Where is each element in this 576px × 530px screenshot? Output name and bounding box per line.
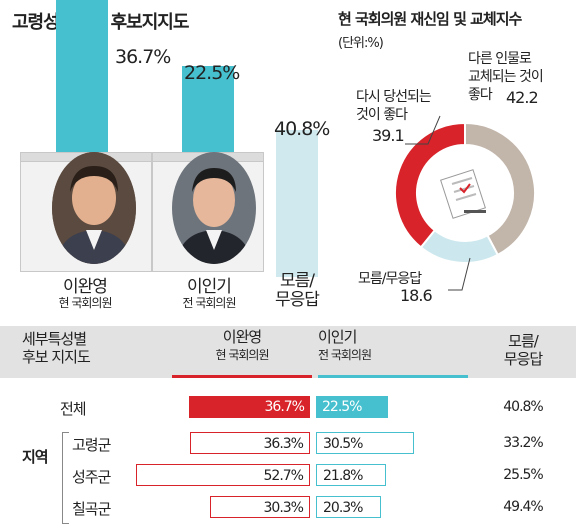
donut-label-replace-line2: 교체되는 것이 bbox=[468, 69, 544, 85]
donut-label-replace-line1: 다른 인물로 bbox=[468, 51, 532, 67]
header-no-answer: 모름/ 무응답 bbox=[503, 332, 543, 368]
bar-candidate-1-row: 30.3% bbox=[210, 496, 310, 518]
donut-label-noanswer: 모름/무응답 bbox=[358, 271, 422, 287]
donut-slice-reelect bbox=[394, 121, 466, 249]
right-chart-title: 현 국회의원 재신임 및 교체지수 bbox=[338, 10, 522, 28]
donut-label-replace: 다른 인물로 교체되는 것이 좋다 bbox=[468, 50, 544, 104]
value-no-answer-row: 40.8% bbox=[503, 399, 543, 415]
candidate-2-photo bbox=[172, 152, 256, 264]
donut-value-noanswer: 18.6 bbox=[400, 286, 433, 305]
value-label-candidate-1: 36.7% bbox=[115, 46, 171, 68]
unit-label: (단위:%) bbox=[338, 36, 384, 51]
bar-candidate-2-row: 30.5% bbox=[316, 432, 414, 454]
header-candidate-2-underline bbox=[318, 375, 468, 378]
header-candidate-2: 이인기 전 국회의원 bbox=[318, 328, 468, 363]
value-no-answer-row: 33.2% bbox=[503, 435, 543, 451]
candidate-2-title: 전 국회의원 bbox=[182, 296, 236, 310]
header-candidate-1-title: 현 국회의원 bbox=[215, 348, 269, 362]
row-label: 칠곡군 bbox=[72, 500, 111, 518]
donut-chart bbox=[394, 121, 536, 264]
row-label: 전체 bbox=[60, 400, 87, 418]
bar-candidate-2-row: 22.5% bbox=[316, 396, 388, 418]
header-candidate-2-name: 이인기 bbox=[318, 328, 357, 346]
header-candidate-2-title: 전 국회의원 bbox=[318, 348, 372, 362]
candidate-1-photo bbox=[52, 152, 136, 264]
donut-value-replace: 42.2 bbox=[506, 88, 539, 107]
no-answer-label: 모름/ 무응답 bbox=[275, 271, 320, 310]
donut-label-reelect-line1: 다시 당선되는 bbox=[356, 89, 432, 105]
region-bracket bbox=[62, 432, 69, 524]
candidate-1-title: 현 국회의원 bbox=[58, 296, 112, 310]
header-category: 세부특성별 후보 지지도 bbox=[22, 330, 91, 366]
donut-label-reelect-line2: 것이 좋다 bbox=[356, 107, 408, 123]
candidate-1-name: 이완영 bbox=[63, 277, 108, 297]
header-candidate-1-underline bbox=[172, 375, 312, 378]
ballot-paper-icon bbox=[440, 169, 486, 219]
bar-candidate-2-row: 20.3% bbox=[316, 496, 381, 518]
donut-label-replace-line3: 좋다 bbox=[468, 87, 493, 103]
value-label-no-answer: 40.8% bbox=[274, 118, 330, 140]
bar-no-answer bbox=[276, 130, 318, 277]
bar-candidate-2-row: 21.8% bbox=[316, 464, 386, 486]
row-label: 고령군 bbox=[72, 436, 111, 454]
group-label-region: 지역 bbox=[22, 448, 49, 466]
candidate-2-name: 이인기 bbox=[187, 277, 232, 297]
header-candidate-1-name: 이완영 bbox=[222, 328, 262, 346]
value-no-answer-row: 25.5% bbox=[503, 467, 543, 483]
donut-label-reelect: 다시 당선되는 것이 좋다 bbox=[356, 88, 432, 124]
table-header-band bbox=[0, 326, 576, 378]
bar-candidate-1-row: 36.3% bbox=[190, 432, 310, 454]
value-label-candidate-2: 22.5% bbox=[184, 62, 240, 84]
header-candidate-1: 이완영 현 국회의원 bbox=[172, 328, 312, 363]
bar-candidate-1-row: 36.7% bbox=[188, 396, 310, 418]
row-label: 성주군 bbox=[72, 468, 111, 486]
bar-candidate-1-row: 52.7% bbox=[136, 464, 310, 486]
value-no-answer-row: 49.4% bbox=[503, 499, 543, 515]
donut-value-reelect: 39.1 bbox=[372, 126, 405, 145]
